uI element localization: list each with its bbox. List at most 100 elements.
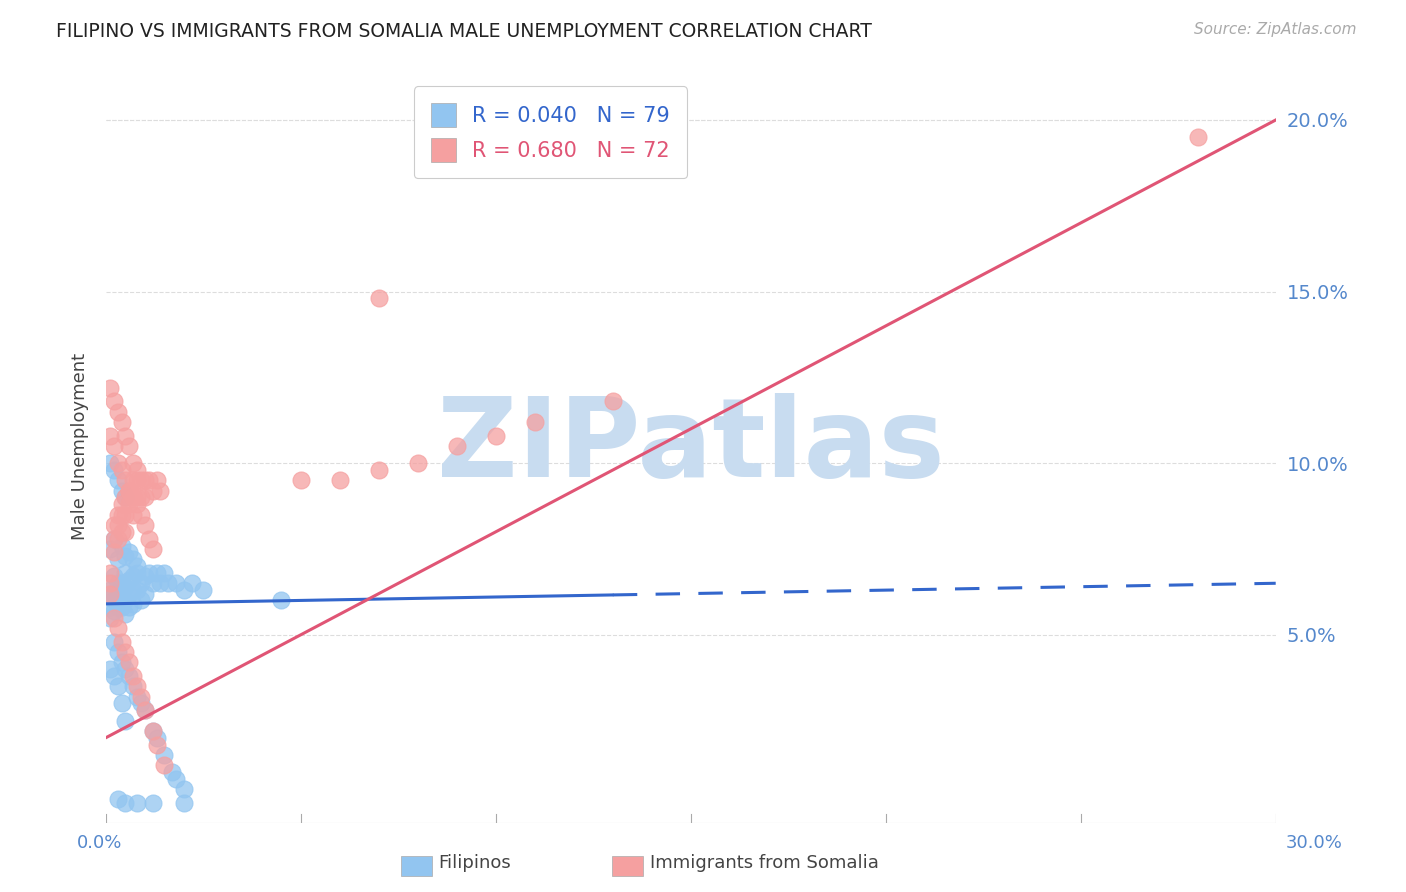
Point xyxy=(114,491,136,505)
Point xyxy=(114,508,136,522)
Point xyxy=(110,600,132,615)
Point xyxy=(406,456,429,470)
Point xyxy=(103,586,125,600)
Point xyxy=(114,714,136,728)
Point xyxy=(122,491,145,505)
Point xyxy=(367,292,389,306)
Point xyxy=(98,600,121,615)
Point xyxy=(98,662,121,676)
Point xyxy=(122,583,145,598)
Point xyxy=(145,473,167,487)
Text: Immigrants from Somalia: Immigrants from Somalia xyxy=(650,855,879,872)
Point xyxy=(127,463,149,477)
Point xyxy=(129,508,152,522)
Point xyxy=(103,669,125,683)
Point xyxy=(114,473,136,487)
Point xyxy=(173,583,195,598)
Point xyxy=(122,456,145,470)
Point xyxy=(103,532,125,546)
Point xyxy=(165,576,187,591)
Point xyxy=(153,747,176,762)
Point xyxy=(107,405,129,419)
Point xyxy=(118,573,141,587)
Text: ZIPatlas: ZIPatlas xyxy=(437,392,945,500)
Legend: R = 0.040   N = 79, R = 0.680   N = 72: R = 0.040 N = 79, R = 0.680 N = 72 xyxy=(413,87,686,178)
Point xyxy=(107,473,129,487)
Point xyxy=(485,428,508,442)
Point xyxy=(110,483,132,498)
Point xyxy=(127,473,149,487)
Point xyxy=(142,796,165,810)
Point xyxy=(103,532,125,546)
Point xyxy=(103,610,125,624)
Point xyxy=(173,796,195,810)
Point xyxy=(127,796,149,810)
Text: 0.0%: 0.0% xyxy=(77,834,122,852)
Point xyxy=(98,541,121,556)
Point xyxy=(98,428,121,442)
Point xyxy=(107,593,129,607)
Point xyxy=(118,439,141,453)
Point xyxy=(103,604,125,618)
Point xyxy=(118,545,141,559)
Point xyxy=(103,593,125,607)
Point xyxy=(129,491,152,505)
Point xyxy=(122,679,145,693)
Point xyxy=(122,669,145,683)
Point xyxy=(110,634,132,648)
Point xyxy=(118,483,141,498)
Point xyxy=(122,597,145,611)
Point xyxy=(145,738,167,752)
Point xyxy=(142,723,165,738)
Point xyxy=(127,559,149,574)
Text: FILIPINO VS IMMIGRANTS FROM SOMALIA MALE UNEMPLOYMENT CORRELATION CHART: FILIPINO VS IMMIGRANTS FROM SOMALIA MALE… xyxy=(56,22,872,41)
Point xyxy=(98,381,121,395)
Point xyxy=(129,473,152,487)
Point xyxy=(110,508,132,522)
Point xyxy=(114,593,136,607)
Point xyxy=(98,456,121,470)
Point xyxy=(129,593,152,607)
Point xyxy=(118,483,141,498)
Y-axis label: Male Unemployment: Male Unemployment xyxy=(72,352,89,540)
Point xyxy=(107,586,129,600)
Point xyxy=(602,394,624,409)
Point xyxy=(145,566,167,580)
Point xyxy=(114,662,136,676)
Point xyxy=(290,473,312,487)
Point xyxy=(107,645,129,659)
Point xyxy=(107,576,129,591)
Point xyxy=(107,517,129,532)
Point xyxy=(165,772,187,786)
Point xyxy=(127,690,149,704)
Point xyxy=(114,428,136,442)
Point xyxy=(107,792,129,806)
Point xyxy=(122,473,145,487)
Point xyxy=(153,758,176,772)
Point xyxy=(107,456,129,470)
Point xyxy=(107,621,129,635)
Point xyxy=(122,508,145,522)
Point xyxy=(103,517,125,532)
Point xyxy=(114,580,136,594)
Point xyxy=(160,764,183,779)
Point xyxy=(129,697,152,711)
Point xyxy=(114,645,136,659)
Point xyxy=(122,552,145,566)
Point xyxy=(114,796,136,810)
Point xyxy=(118,586,141,600)
Point xyxy=(127,679,149,693)
Point xyxy=(149,483,172,498)
Point xyxy=(127,491,149,505)
Point xyxy=(142,576,165,591)
Point xyxy=(270,593,292,607)
Point xyxy=(110,463,132,477)
Point xyxy=(114,566,136,580)
Point xyxy=(103,634,125,648)
Point xyxy=(98,610,121,624)
Point xyxy=(114,491,136,505)
Point xyxy=(127,583,149,598)
Point xyxy=(367,463,389,477)
Point xyxy=(118,655,141,669)
Point xyxy=(134,703,156,717)
